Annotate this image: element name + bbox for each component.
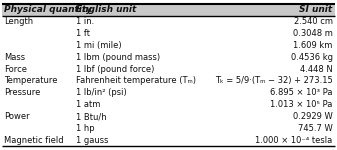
Text: Tₖ = 5/9·(Tₘ − 32) + 273.15: Tₖ = 5/9·(Tₘ − 32) + 273.15: [215, 76, 333, 85]
Bar: [2, 4, 335, 16]
Text: 1.013 × 10⁵ Pa: 1.013 × 10⁵ Pa: [270, 100, 333, 109]
Text: Physical quantity: Physical quantity: [4, 5, 92, 14]
Text: 1 in.: 1 in.: [76, 17, 94, 26]
Text: 1 lbm (pound mass): 1 lbm (pound mass): [76, 53, 160, 62]
Text: 1 atm: 1 atm: [76, 100, 100, 109]
Text: 1.000 × 10⁻⁴ tesla: 1.000 × 10⁻⁴ tesla: [255, 136, 333, 145]
Text: 0.4536 kg: 0.4536 kg: [290, 53, 333, 62]
Text: 1 lbf (pound force): 1 lbf (pound force): [76, 64, 154, 74]
Text: English unit: English unit: [76, 5, 136, 14]
Text: Pressure: Pressure: [4, 88, 41, 97]
Text: 1 mi (mile): 1 mi (mile): [76, 41, 122, 50]
Text: Magnetic field: Magnetic field: [4, 136, 64, 145]
Text: Temperature: Temperature: [4, 76, 58, 85]
Text: Power: Power: [4, 112, 30, 121]
Text: 1 ft: 1 ft: [76, 29, 90, 38]
Text: Length: Length: [4, 17, 33, 26]
Text: 1.609 km: 1.609 km: [293, 41, 333, 50]
Text: 6.895 × 10³ Pa: 6.895 × 10³ Pa: [270, 88, 333, 97]
Text: 0.2929 W: 0.2929 W: [293, 112, 333, 121]
Text: Mass: Mass: [4, 53, 26, 62]
Text: 1 Btu/h: 1 Btu/h: [76, 112, 107, 121]
Text: 0.3048 m: 0.3048 m: [293, 29, 333, 38]
Text: SI unit: SI unit: [300, 5, 333, 14]
Text: Force: Force: [4, 64, 27, 74]
Text: Fahrenheit temperature (Tₘ): Fahrenheit temperature (Tₘ): [76, 76, 196, 85]
Text: 1 lb/in² (psi): 1 lb/in² (psi): [76, 88, 127, 97]
Text: 745.7 W: 745.7 W: [298, 124, 333, 133]
Text: 1 hp: 1 hp: [76, 124, 95, 133]
Text: 1 gauss: 1 gauss: [76, 136, 109, 145]
Text: 4.448 N: 4.448 N: [300, 64, 333, 74]
Text: 2.540 cm: 2.540 cm: [294, 17, 333, 26]
